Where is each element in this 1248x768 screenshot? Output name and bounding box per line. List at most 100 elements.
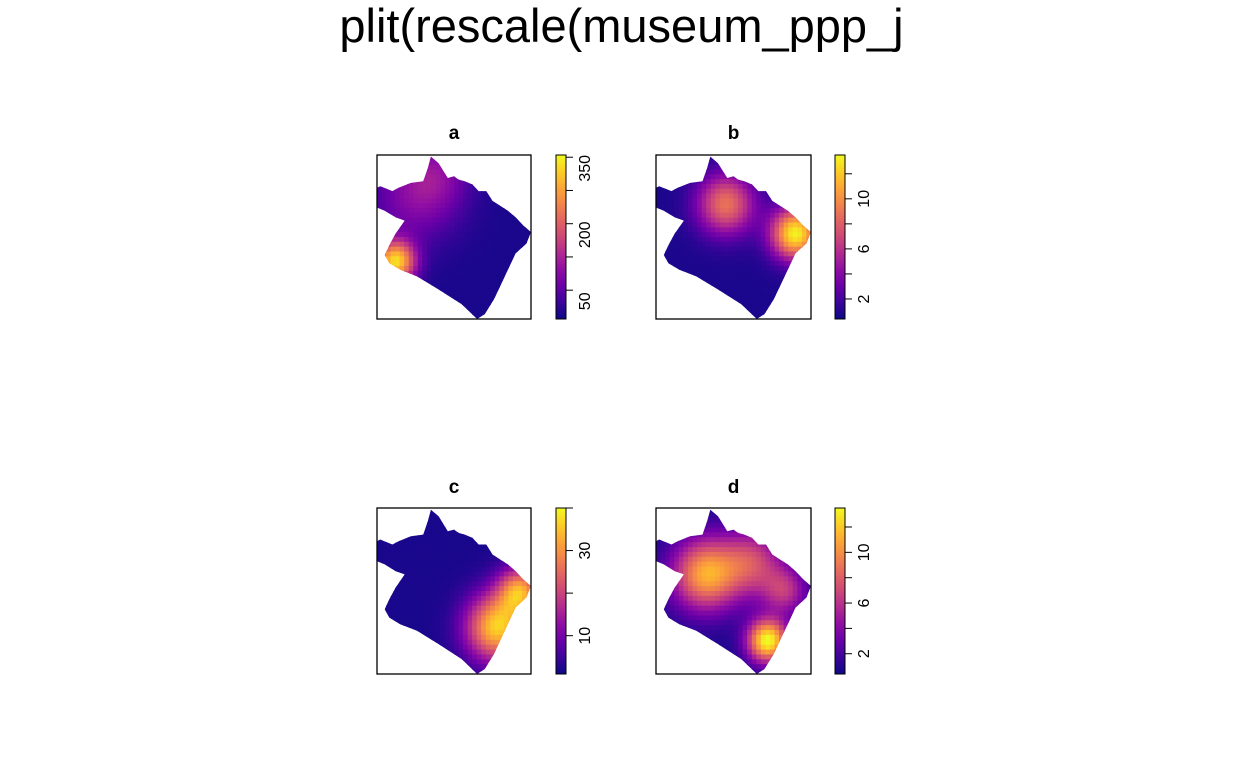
- heat-cell: [742, 290, 748, 296]
- heat-cell: [733, 198, 739, 204]
- heat-cell: [719, 299, 725, 306]
- heat-cell: [656, 299, 662, 306]
- heat-cell: [660, 551, 666, 558]
- heat-cell: [683, 208, 689, 214]
- heat-cell: [774, 547, 780, 553]
- heat-cell: [512, 188, 519, 195]
- heat-cell: [751, 208, 757, 214]
- heat-cell: [792, 208, 798, 214]
- heat-cell: [765, 620, 771, 626]
- heat-cell: [485, 285, 491, 291]
- heat-cell: [733, 280, 739, 286]
- heat-cell: [386, 159, 392, 166]
- heat-cell: [458, 654, 464, 660]
- heat-cell: [751, 183, 757, 190]
- heat-cell: [692, 610, 698, 617]
- heat-cell: [728, 610, 735, 617]
- heat-cell: [485, 241, 491, 248]
- heat-cell: [499, 537, 505, 543]
- heat-cell: [747, 547, 753, 553]
- heat-cell: [381, 571, 387, 577]
- heat-cell: [454, 532, 460, 538]
- heat-cell: [449, 551, 455, 558]
- heat-cell: [669, 509, 675, 514]
- heat-cell: [417, 156, 423, 161]
- heat-cell: [521, 517, 528, 524]
- heat-cell: [697, 174, 703, 180]
- heat-cell: [422, 620, 428, 626]
- heat-cell: [756, 576, 762, 582]
- heat-cell: [656, 537, 662, 543]
- heat-cell: [467, 188, 473, 195]
- heat-cell: [751, 517, 757, 524]
- heat-cell: [669, 193, 675, 200]
- heat-cell: [408, 174, 414, 180]
- heat-cell: [692, 547, 698, 553]
- heat-cell: [742, 659, 748, 665]
- heat-cell: [660, 304, 666, 310]
- heat-cell: [742, 232, 748, 238]
- heat-cell: [494, 649, 500, 656]
- heat-cell: [390, 227, 396, 233]
- heat-cell: [517, 556, 523, 563]
- heat-cell: [656, 265, 662, 272]
- heat-cell: [440, 532, 446, 538]
- heat-cell: [678, 512, 684, 519]
- heat-cell: [706, 551, 712, 558]
- colorbar: [834, 154, 846, 320]
- heat-cell: [678, 509, 684, 514]
- heat-cell: [765, 509, 771, 514]
- heat-cell: [792, 571, 798, 577]
- heat-cell: [512, 227, 519, 233]
- heat-cell: [458, 309, 464, 315]
- heat-cell: [490, 256, 496, 262]
- heat-cell: [742, 547, 748, 553]
- heat-cell: [417, 561, 423, 568]
- heat-cell: [390, 159, 396, 166]
- heat-cell: [377, 174, 383, 180]
- heat-cell: [517, 232, 523, 238]
- heat-cell: [797, 304, 803, 310]
- heat-cell: [521, 198, 528, 204]
- heat-cell: [390, 581, 396, 587]
- heat-cell: [499, 261, 505, 267]
- heat-cell: [481, 537, 487, 543]
- heat-cell: [408, 517, 414, 524]
- heat-cell: [719, 542, 725, 548]
- heat-cell: [751, 522, 757, 529]
- heat-cell: [656, 270, 662, 277]
- heat-cell: [499, 222, 505, 228]
- heat-cell: [678, 625, 684, 631]
- heat-cell: [669, 232, 675, 238]
- heat-cell: [797, 551, 803, 558]
- heat-cell: [706, 222, 712, 228]
- heat-cell: [481, 566, 487, 573]
- heat-cell: [728, 512, 735, 519]
- heat-cell: [381, 566, 387, 573]
- heat-cell: [765, 251, 771, 257]
- heat-cell: [692, 241, 698, 248]
- heat-cell: [724, 270, 730, 277]
- heat-cell: [508, 299, 514, 306]
- heat-cell: [449, 251, 455, 257]
- heat-cell: [377, 566, 383, 573]
- heat-cell: [431, 188, 437, 195]
- heat-cell: [687, 241, 694, 248]
- heat-cell: [481, 542, 487, 548]
- heat-cell: [660, 208, 666, 214]
- heat-cell: [426, 595, 432, 602]
- heat-cell: [747, 251, 753, 257]
- colorbar-tick-label: 6: [856, 244, 873, 253]
- heat-cell: [701, 509, 707, 514]
- heat-cell: [426, 232, 432, 238]
- heat-cell: [742, 280, 748, 286]
- heat-cell: [683, 156, 689, 161]
- heat-cell: [687, 595, 694, 602]
- heat-cell: [715, 512, 721, 519]
- heat-cell: [665, 275, 671, 282]
- heat-cell: [697, 517, 703, 524]
- heat-cell: [738, 576, 744, 582]
- heat-cell: [751, 630, 757, 636]
- heat-cell: [472, 625, 478, 631]
- heat-cell: [476, 179, 482, 185]
